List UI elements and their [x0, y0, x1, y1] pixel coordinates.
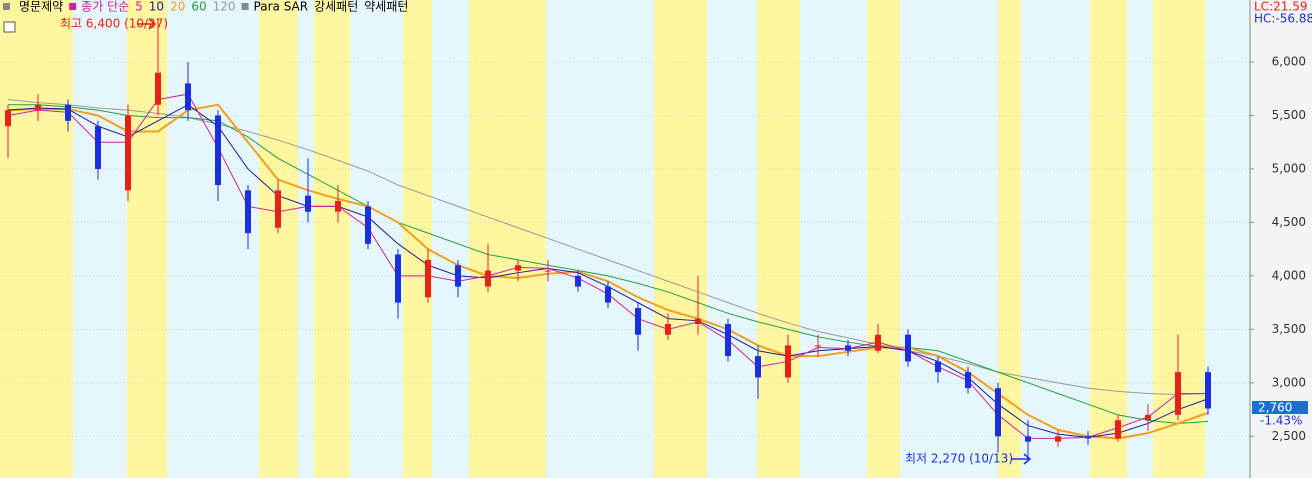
candle-body: [635, 307, 641, 335]
legend-entry: 20: [170, 0, 185, 14]
candle-body: [725, 324, 731, 357]
candle-body: [665, 324, 671, 335]
lc-label: LC:21.59: [1254, 0, 1307, 14]
y-tick-label: 2,500: [1272, 429, 1306, 443]
legend-swatch: [3, 3, 10, 10]
candle-body: [335, 201, 341, 212]
candle-body: [875, 334, 881, 351]
candle-body: [125, 115, 131, 191]
low-annotation: 최저 2,270 (10/13): [905, 452, 1013, 466]
price-tag-bg: [1252, 401, 1308, 414]
candle-body: [575, 275, 581, 287]
candle-body: [1055, 436, 1061, 442]
candle-body: [215, 115, 221, 185]
candle-body: [5, 110, 11, 127]
candle-body: [155, 72, 161, 105]
candle-body: [1205, 372, 1211, 409]
candle-body: [785, 345, 791, 378]
y-tick-label: 3,500: [1272, 322, 1306, 336]
axis-bg: [1250, 0, 1312, 478]
candle-body: [1025, 436, 1031, 442]
ma-line: [8, 104, 1209, 424]
y-tick-label: 6,000: [1272, 55, 1306, 69]
legend-entry: 강세패턴: [314, 0, 358, 14]
candle-body: [965, 372, 971, 389]
candle-body: [545, 270, 551, 272]
candle-body: [1085, 436, 1091, 439]
candle-body: [185, 83, 191, 111]
y-tick-label: 5,000: [1272, 161, 1306, 175]
candle-body: [1145, 414, 1151, 421]
candle-body: [995, 388, 1001, 437]
legend-entry: 5: [135, 0, 143, 14]
hc-label: HC:-56.88: [1254, 12, 1312, 26]
candle-body: [305, 195, 311, 212]
y-tick-label: 4,500: [1272, 215, 1306, 229]
legend-entry: 10: [149, 0, 164, 14]
candle-body: [1115, 420, 1121, 439]
legend-entry: 60: [191, 0, 206, 14]
change-label: -1.43%: [1260, 414, 1302, 428]
legend-swatch: [241, 3, 249, 10]
legend: 명문제약 종가 단순 5 10 20 60 120 Para SAR 강세패턴 약세패턴: [3, 0, 408, 33]
legend-swatch: [69, 3, 77, 10]
legend-entry: Para SAR: [254, 0, 309, 14]
candle-body: [1175, 372, 1181, 415]
candle-body: [275, 190, 281, 228]
legend-title: 명문제약: [19, 0, 63, 14]
candle-body: [65, 104, 71, 121]
candle-body: [815, 345, 821, 347]
ma-line: [7, 103, 1209, 440]
y-tick-label: 3,000: [1272, 375, 1306, 389]
candle-body: [905, 334, 911, 362]
y-tick-label: 4,000: [1272, 268, 1306, 282]
plot-bg: [0, 0, 1250, 478]
ma-line: [7, 98, 1209, 396]
high-annotation: 최고 6,400 (10/27): [60, 17, 168, 31]
candle-body: [395, 254, 401, 303]
candle-body: [845, 345, 851, 351]
candle-body: [95, 126, 101, 169]
candle-body: [515, 265, 521, 271]
candle-body: [425, 259, 431, 298]
legend-entry: 약세패턴: [364, 0, 408, 14]
price-tag: 2,760: [1258, 401, 1292, 415]
candle-body: [35, 104, 41, 111]
candle-body: [935, 361, 941, 373]
candle-body: [605, 286, 611, 303]
legend-prefix: 종가 단순: [81, 0, 129, 14]
y-tick-label: 5,500: [1272, 108, 1306, 122]
pattern-zones: [0, 0, 1205, 478]
arrow: [137, 18, 157, 30]
candle-body: [245, 190, 251, 234]
candle-body: [365, 206, 371, 244]
icon: [3, 21, 16, 33]
candle-body: [455, 265, 461, 287]
candle-body: [695, 318, 701, 325]
arrow: [1012, 453, 1032, 465]
legend-entry: 120: [213, 0, 236, 14]
candle-body: [755, 356, 761, 378]
candle-body: [485, 270, 491, 287]
